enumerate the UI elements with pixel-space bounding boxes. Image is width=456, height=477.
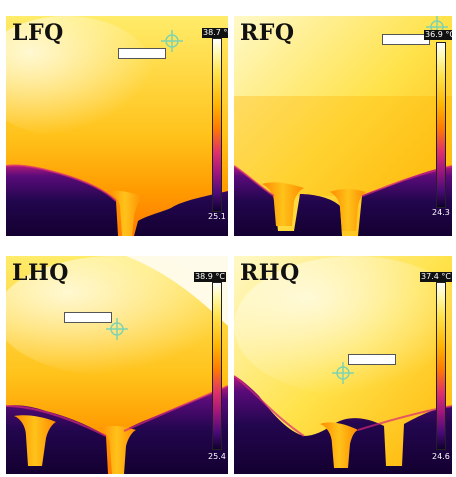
spot-measurement-box xyxy=(118,48,166,59)
scale-max-temp: 38.9 °C xyxy=(194,272,226,282)
quadrant-label: RFQ xyxy=(240,20,295,46)
thermal-image-rfq xyxy=(234,16,452,236)
quadrant-label: LFQ xyxy=(12,20,64,46)
thermal-panel-rfq: RFQ 36.9 °C 24.3 xyxy=(234,16,452,236)
thermal-panel-lhq: LHQ 38.9 °C 25.4 xyxy=(6,256,228,474)
scale-max-temp: 37.4 °C xyxy=(420,272,452,282)
quadrant-label: LHQ xyxy=(12,260,69,286)
quadrant-label: RHQ xyxy=(240,260,300,286)
temperature-scale-bar xyxy=(212,282,222,450)
thermal-image-lhq xyxy=(6,256,228,474)
thermal-image-lfq xyxy=(6,16,228,236)
temperature-scale-bar xyxy=(436,42,446,208)
crosshair-icon xyxy=(161,30,183,52)
spot-measurement-box xyxy=(64,312,112,323)
scale-min-temp: 24.3 xyxy=(432,208,450,217)
temperature-scale-bar xyxy=(212,38,222,212)
spot-measurement-box xyxy=(348,354,396,365)
thermal-panel-rhq: RHQ 37.4 °C 24.6 xyxy=(234,256,452,474)
temperature-scale-bar xyxy=(436,282,446,450)
scale-min-temp: 25.4 xyxy=(208,452,226,461)
thermal-panel-lfq: LFQ 38.7 °C 25.1 xyxy=(6,16,228,236)
crosshair-icon xyxy=(332,362,354,384)
crosshair-icon xyxy=(106,318,128,340)
scale-min-temp: 24.6 xyxy=(432,452,450,461)
scale-min-temp: 25.1 xyxy=(208,212,226,221)
scale-max-temp: 38.7 °C xyxy=(202,28,228,38)
spot-measurement-box xyxy=(382,34,430,45)
scale-max-temp: 36.9 °C xyxy=(424,30,452,40)
